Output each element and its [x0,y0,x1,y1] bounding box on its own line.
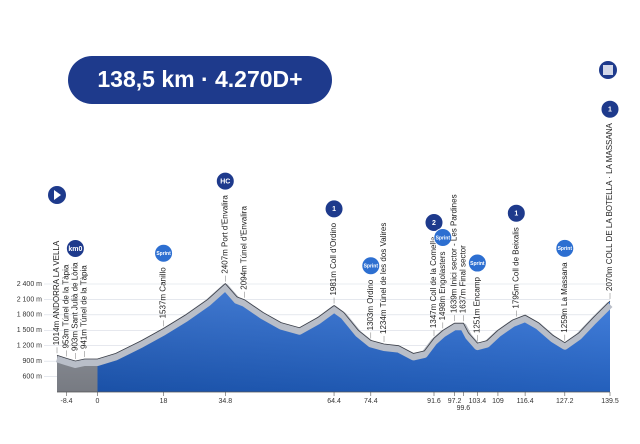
x-tick-label: 116.4 [517,398,534,405]
waypoint-label: 1347m Coll de la Comella [429,236,438,328]
waypoint-icon [433,227,453,247]
waypoint-icon-label: Sprint [436,235,451,241]
profile-line [56,283,611,362]
y-tick-label: 900 m [23,358,43,365]
x-tick-label: 99.6 [457,405,471,412]
waypoint-icon [467,253,487,273]
waypoint-icon [65,238,85,258]
waypoint-icon [555,238,575,258]
waypoint-label: 1498m Engolasters [438,251,447,320]
y-tick-label: 1 200 m [17,343,42,350]
x-tick-label: 18 [160,398,168,405]
waypoint-icon [361,256,381,276]
x-tick-label: 127.2 [556,398,574,405]
waypoint-label: 2094m Túnel d'Envalira [240,206,249,290]
waypoint-label: 1537m Canillo [159,267,168,319]
start-icon-arrow [54,190,61,200]
waypoint-icon [154,243,174,263]
waypoint-label: 1981m Coll d'Ordino [329,222,338,295]
x-tick-label: 109 [492,398,504,405]
chart-title: 138,5 km · 4.270D+ [97,66,302,92]
profile-shade [57,283,610,392]
waypoint-icon-label: Sprint [364,264,379,270]
waypoint-label: 1251m Encamp [472,277,481,334]
y-tick-label: 600 m [23,373,43,380]
y-tick-label: 2 400 m [17,281,42,288]
y-tick-label: 1 500 m [17,327,42,334]
finish-flag [603,65,613,75]
waypoint-icon-label: 2 [432,220,436,227]
waypoint-icon-label: 1 [514,211,518,218]
waypoint-icon-label: HC [220,179,230,186]
waypoint-icon [215,171,235,191]
x-tick-label: -8.4 [61,398,73,405]
waypoint-icon [424,213,444,233]
waypoint-icon-label: Sprint [558,246,573,252]
waypoint-icon-label: Sprint [156,251,171,257]
x-tick-label: 34.8 [218,398,232,405]
waypoint-icon-label: 1 [332,206,336,213]
waypoint-label: 1795m Coll de Beixalis [511,227,520,308]
waypoint-icon [600,99,620,119]
y-tick-label: 1 800 m [17,312,42,319]
waypoint-label: 953m Túnel de la Tàpia [62,264,71,348]
title-pill [68,56,332,104]
x-tick-label: 74.4 [364,398,378,405]
x-tick-label: 97.2 [448,398,462,405]
waypoint-label: 1234m Túnel de les dos Valires [379,223,388,334]
y-tick-label: 2 100 m [17,296,42,303]
x-tick-label: 139.5 [601,398,619,405]
waypoint-label: 1637m Final sector [459,245,468,313]
waypoint-label: 903m Sant Julià de Lòria [70,262,79,351]
waypoint-label: 2407m Port d'Envalira [220,195,229,274]
x-tick-label: 64.4 [327,398,341,405]
waypoint-label: 1639m Inici sector - Les Pardines [450,194,459,313]
waypoint-icon-label: km0 [68,246,82,253]
waypoint-icon-label: 1 [608,107,612,114]
profile-edge [55,283,613,368]
waypoint-icon [324,199,344,219]
waypoint-label: 1014m ANDORRA LA VELLA [52,240,61,345]
waypoint-label: 1303m Ordino [366,279,375,330]
waypoint-label: 2070m COLL DE LA BOTELLA · LA MASSANA [605,123,614,291]
waypoint-label: 1259m La Massana [560,262,569,333]
waypoint-icon-label: Sprint [470,261,485,267]
waypoint-label: 941m Túnel de la Tàpia [80,265,89,349]
waypoint-icon [506,203,526,223]
x-tick-label: 103.4 [469,398,487,405]
x-tick-label: 0 [95,398,99,405]
x-tick-label: 91.6 [427,398,441,405]
